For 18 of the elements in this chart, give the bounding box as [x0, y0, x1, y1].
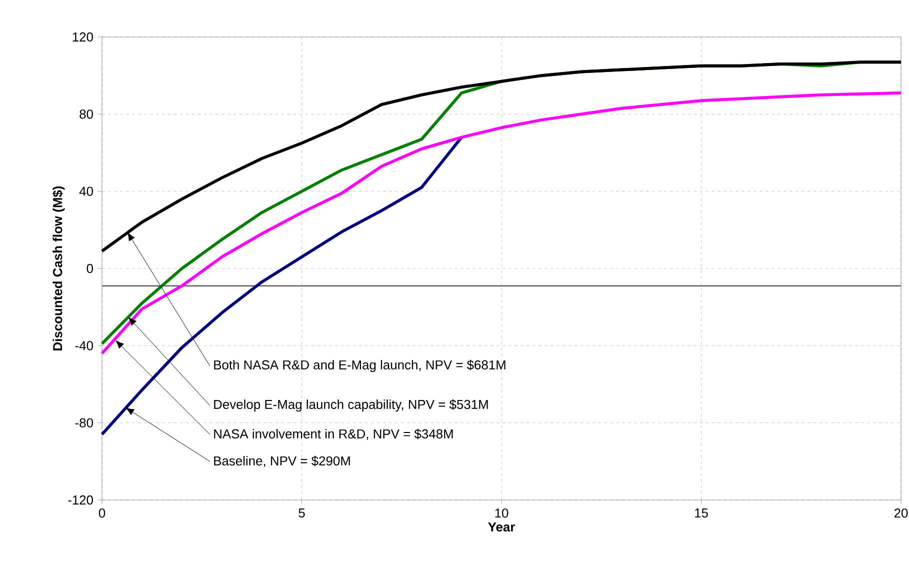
y-tick-label: 120: [72, 32, 93, 42]
annotation: Baseline, NPV = $290M: [214, 456, 350, 468]
y-tick-label: 40: [79, 186, 93, 196]
y-tick-label: 80: [80, 110, 93, 119]
y-tick-label: -80: [75, 418, 93, 428]
annotation: Develop E-Mag launch capability, NPV = $531M: [214, 399, 488, 412]
x-tick-label: 20: [894, 508, 908, 518]
x-tick-label: 0: [98, 508, 106, 518]
annotation: Both NASA R&D and E-Mag launch, NPV = $681M: [214, 360, 506, 372]
x-tick-label: 5: [298, 508, 305, 518]
y-axis-title: Discounted Cash flow (M$): [52, 186, 65, 350]
x-tick-label: 15: [695, 508, 708, 518]
y-tick-label: -40: [75, 341, 93, 350]
y-tick-label: -120: [68, 495, 93, 505]
x-axis-title: Year: [488, 522, 515, 532]
x-tick-label: 10: [495, 508, 508, 518]
y-tick-label: 0: [86, 264, 93, 274]
annotation: NASA involvement in R&D, NPV = $348M: [214, 428, 453, 440]
